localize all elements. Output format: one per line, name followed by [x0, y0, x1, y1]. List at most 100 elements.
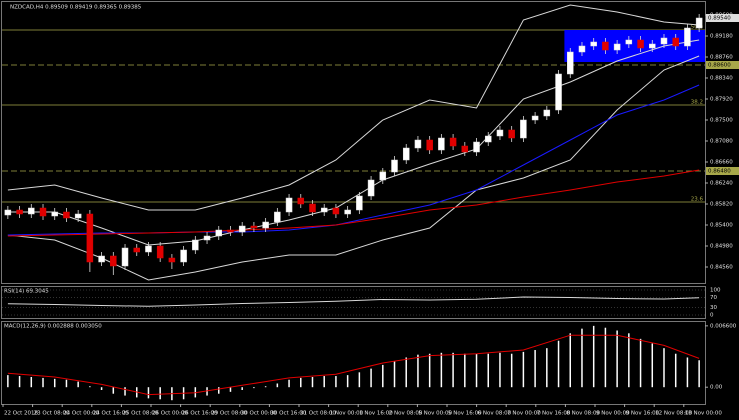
x-tick-label: 13 Nov 00:00 — [685, 411, 723, 417]
x-tick-label: 2 Nov 08:00 — [389, 411, 423, 417]
candle-body — [4, 209, 12, 216]
highlight-box — [564, 30, 705, 62]
y-tick-label: 0.88340 — [710, 76, 733, 82]
candle-body — [438, 137, 445, 151]
candle-body — [168, 257, 176, 263]
x-tick-label: 29 Oct 08:00 — [211, 411, 247, 417]
candle-body — [192, 239, 199, 251]
y-tick-label: 0.86240 — [710, 181, 733, 187]
x-tick-label: 7 Nov 00:00 — [507, 411, 541, 417]
candle-body — [426, 139, 433, 151]
x-tick-label: 24 Oct 16:00 — [93, 411, 129, 417]
candle-body — [555, 73, 562, 111]
x-tick-label: 7 Nov 16:00 — [537, 411, 571, 417]
candle-body — [98, 255, 105, 263]
macd-tick-label: 0.00 — [710, 385, 723, 391]
level-tag — [706, 61, 739, 69]
y-tick-label: 0.89180 — [710, 34, 733, 40]
candle-body — [133, 247, 140, 253]
macd-frame — [1, 321, 706, 405]
x-tick-label: 12 Nov 08:00 — [655, 411, 693, 417]
x-tick-label: 25 Oct 08:00 — [122, 411, 158, 417]
candle-body — [531, 115, 539, 121]
candle-body — [262, 221, 269, 229]
candle-body — [180, 249, 187, 263]
rsi-tick-label: 100 — [710, 288, 721, 294]
rsi-frame — [1, 286, 706, 319]
x-tick-label: 26 Oct 16:00 — [182, 411, 218, 417]
main-frame — [1, 1, 706, 284]
candle-body — [449, 137, 457, 147]
candle-body — [28, 207, 35, 215]
candle-body — [344, 209, 351, 215]
candle-body — [51, 211, 58, 217]
x-tick-label: 26 Oct 00:00 — [152, 411, 188, 417]
x-tick-label: 30 Oct 16:00 — [270, 411, 306, 417]
x-tick-label: 24 Oct 00:00 — [63, 411, 99, 417]
last-price-tag — [706, 14, 739, 22]
candle-body — [461, 145, 469, 153]
rsi-label: RSI(14) 69.3045 — [4, 289, 49, 295]
candle-body — [684, 27, 691, 47]
candle-body — [672, 37, 679, 47]
candle-body — [613, 43, 621, 51]
candle-body — [63, 211, 70, 219]
x-tick-label: 8 Nov 08:00 — [566, 411, 600, 417]
candle-body — [473, 141, 480, 153]
y-tick-label: 0.85820 — [710, 202, 733, 208]
macd-label: MACD(12,26,9) 0.002888 0.003050 — [4, 324, 102, 330]
candle-body — [379, 171, 387, 181]
level-tag-label: 0.86480 — [708, 169, 731, 175]
candle-body — [332, 207, 340, 215]
candle-body — [110, 255, 117, 267]
candle-body — [508, 129, 515, 139]
candle-body — [39, 207, 47, 217]
x-tick-label: 1 Nov 00:00 — [330, 411, 364, 417]
x-tick-label: 5 Nov 00:00 — [418, 411, 452, 417]
candle-body — [602, 41, 609, 51]
candle-body — [578, 45, 586, 53]
candle-body — [203, 235, 211, 241]
x-tick-label: 22 Oct 2018 — [4, 411, 39, 417]
macd-signal — [7, 334, 700, 396]
candle-body — [391, 159, 398, 173]
candle-body — [356, 195, 363, 211]
indicator-line — [7, 169, 700, 237]
candle-body — [567, 51, 574, 75]
x-tick-label: 9 Nov 00:00 — [596, 411, 630, 417]
last-price-label: 0.89540 — [708, 16, 731, 22]
y-tick-label: 0.87080 — [710, 139, 733, 145]
candle-body — [227, 229, 234, 233]
candle-body — [543, 109, 551, 117]
candle-body — [297, 197, 305, 205]
x-tick-label: 31 Oct 08:00 — [300, 411, 336, 417]
y-tick-label: 0.87920 — [710, 97, 733, 103]
y-tick-label: 0.87500 — [710, 118, 733, 124]
y-tick-label: 0.86660 — [710, 160, 733, 166]
candle-body — [660, 37, 668, 45]
chart-title: NZDCAD,H4 0.89509 0.89419 0.89365 0.8938… — [10, 5, 142, 11]
candle-body — [484, 135, 492, 143]
x-tick-label: 30 Oct 00:00 — [241, 411, 277, 417]
x-tick-label: 6 Nov 08:00 — [478, 411, 512, 417]
y-tick-label: 0.84980 — [710, 244, 733, 250]
candle-body — [215, 229, 223, 237]
candle-body — [238, 225, 246, 233]
candle-body — [274, 211, 281, 223]
candle-body — [496, 129, 504, 137]
level-tag — [706, 167, 739, 175]
candle-body — [520, 119, 527, 139]
y-tick-label: 0.88760 — [710, 55, 733, 61]
x-tick-label: 23 Oct 08:00 — [34, 411, 70, 417]
candle-body — [285, 197, 293, 213]
level-tag-label: 0.88600 — [708, 63, 731, 69]
x-tick-label: 1 Nov 16:00 — [359, 411, 393, 417]
rsi-line — [7, 296, 700, 307]
candle-body — [74, 213, 82, 219]
candle-body — [402, 147, 410, 161]
candle-body — [637, 39, 644, 49]
candle-body — [367, 179, 375, 197]
indicator-line — [7, 4, 700, 211]
